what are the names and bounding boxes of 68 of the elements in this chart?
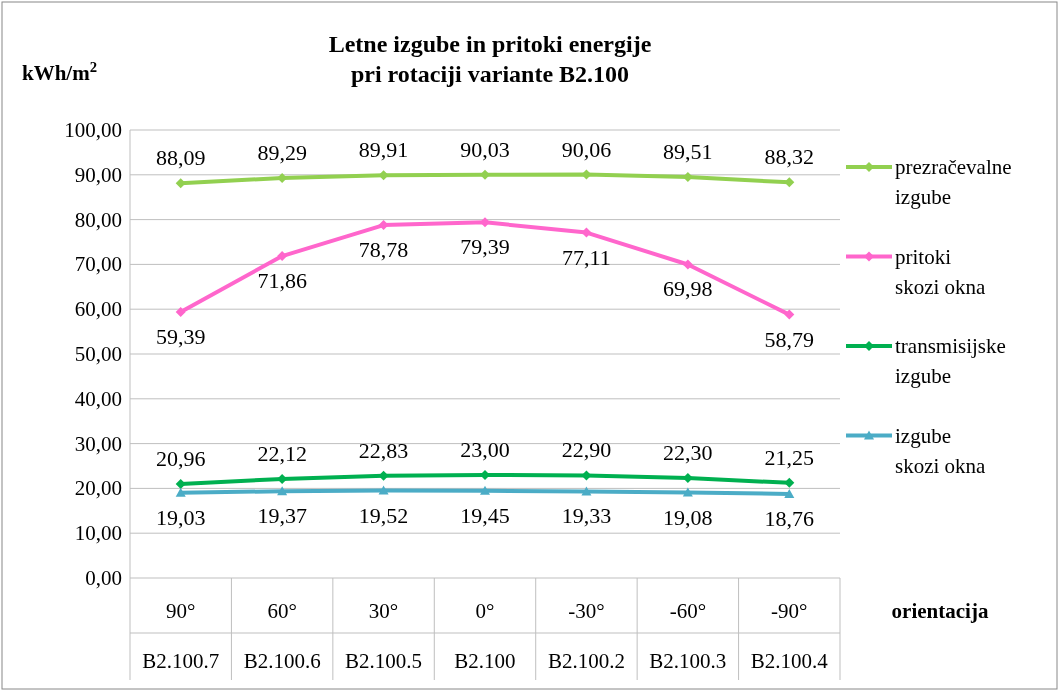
point [480, 217, 490, 228]
point [175, 479, 186, 490]
data-label: 89,91 [358, 137, 409, 163]
legend-label: transmisijske izgube [895, 334, 1006, 388]
data-label: 77,11 [562, 244, 611, 270]
data-label: 59,39 [155, 323, 206, 349]
chart-title: Letne izgube in pritoki energije pri rotaciji variante B2.100 [328, 31, 652, 87]
point [682, 259, 693, 270]
data-label: 18,76 [764, 505, 815, 531]
data-label: 90,03 [460, 136, 510, 162]
category-label: 30° B2.100.5 [345, 599, 423, 673]
data-label: 90,06 [561, 136, 612, 162]
data-label: 22,83 [358, 437, 409, 463]
point [175, 306, 186, 317]
legend-label: prezračevalne izgube [895, 155, 1012, 209]
data-label: 19,33 [561, 503, 612, 529]
data-label: 88,09 [155, 145, 206, 171]
data-label: 20,96 [155, 446, 206, 472]
x-axis-title: orientacija [891, 599, 989, 623]
category-label: -30° B2.100.2 [547, 599, 625, 673]
legend-label: izgube skozi okna [895, 423, 987, 478]
data-label: 71,86 [257, 268, 307, 294]
y-tick-label: 60,00 [74, 297, 122, 322]
data-label: 88,32 [764, 144, 815, 170]
point [480, 485, 490, 495]
point [277, 251, 288, 262]
data-label: 19,45 [460, 502, 510, 528]
data-label: 89,29 [257, 139, 307, 165]
point [581, 486, 592, 496]
point [175, 487, 186, 497]
y-tick-label: 40,00 [74, 386, 122, 411]
data-label: 22,12 [257, 440, 307, 466]
data-label: 19,37 [257, 503, 307, 529]
point [784, 309, 795, 320]
point [480, 169, 490, 180]
data-label: 22,90 [561, 437, 612, 463]
y-tick-label: 70,00 [74, 252, 122, 277]
y-axis-title: kWh/m$^{2}$ [22, 59, 98, 85]
y-tick-label: 50,00 [74, 342, 122, 366]
point [784, 477, 795, 488]
category-label: 60° B2.100.6 [243, 599, 321, 673]
data-label: 21,25 [764, 444, 815, 470]
y-tick-label: 20,00 [74, 476, 122, 501]
category-label: 90° B2.100.7 [142, 599, 220, 673]
data-label: 58,79 [764, 326, 815, 352]
point [378, 485, 389, 495]
y-tick-label: 30,00 [74, 431, 122, 456]
category-label: 0° B2.100 [454, 599, 516, 673]
data-label: 78,78 [358, 237, 409, 263]
data-label: 79,39 [460, 234, 510, 260]
data-label: 19,52 [358, 502, 409, 528]
point [682, 487, 693, 497]
y-tick-label: 80,00 [74, 207, 122, 232]
y-tick-label: 100,00 [64, 118, 122, 142]
y-tick-label: 90,00 [74, 162, 122, 187]
category-label: -60° B2.100.3 [649, 599, 727, 673]
data-label: 69,98 [663, 276, 713, 302]
category-label: -90° B2.100.4 [750, 599, 828, 673]
y-tick-label: 10,00 [74, 521, 122, 546]
y-tick-label: 0,00 [85, 566, 122, 590]
data-label: 19,08 [663, 504, 713, 530]
point [784, 488, 795, 498]
legend-label: pritoki skozi okna [895, 244, 987, 299]
data-label: 89,51 [663, 139, 713, 164]
point [277, 486, 288, 496]
data-label: 22,30 [663, 440, 713, 466]
data-label: 23,00 [460, 436, 510, 462]
data-label: 19,03 [155, 504, 206, 530]
